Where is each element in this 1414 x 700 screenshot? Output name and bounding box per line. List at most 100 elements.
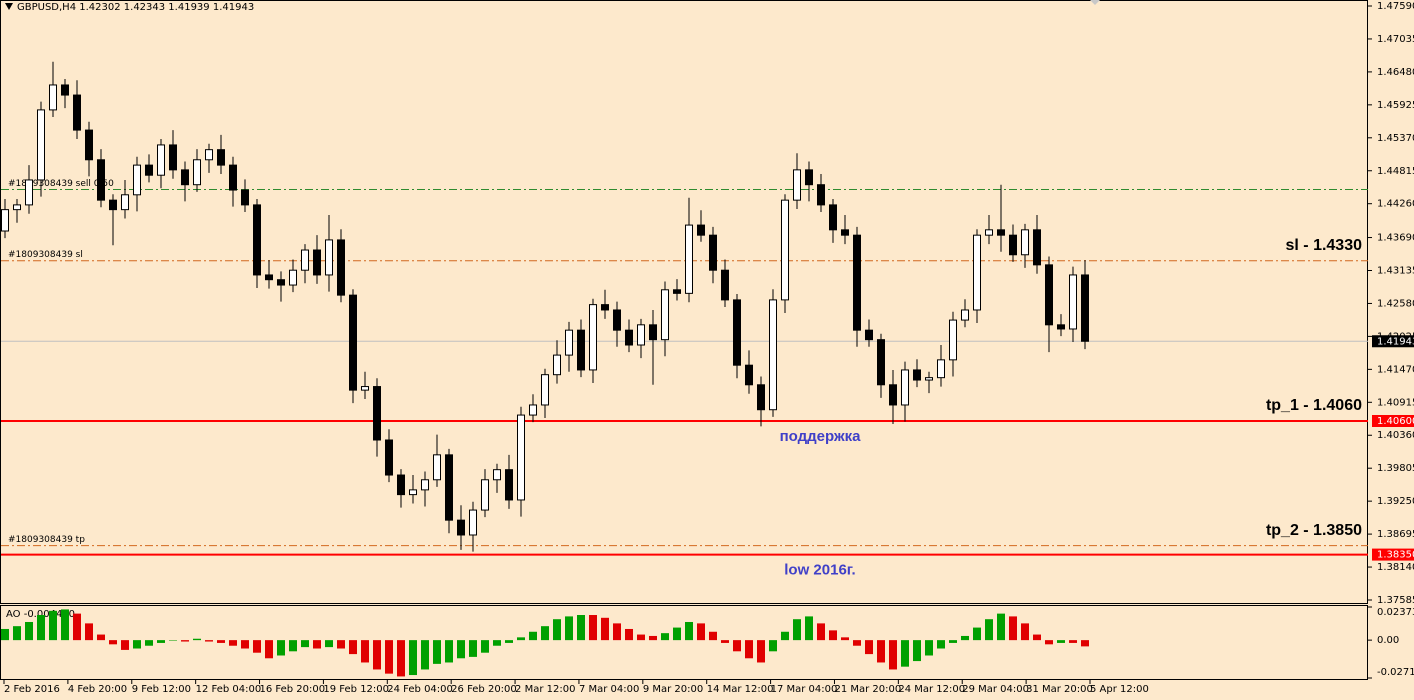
ao-bar [229,640,237,646]
ao-bar [169,640,177,641]
ao-bar [769,640,777,652]
candle-body [913,369,921,381]
y-tick-label: 1.40915 [1377,397,1414,408]
candle-body [601,304,609,311]
candle-body [229,164,237,191]
ao-bar [1,628,9,641]
candle-body [685,224,693,294]
candle-body [949,319,957,361]
candle-body [493,469,501,481]
ao-bar [1069,640,1077,643]
candle-body [973,234,981,311]
ao-bar [565,616,573,641]
y-tick-label: 1.42580 [1377,298,1414,309]
ao-bar [577,615,585,641]
level-note: sl - 1.4330 [1286,237,1363,254]
y-tick-label: 1.40360 [1377,430,1414,441]
candle-body [613,309,621,331]
ao-bar [217,640,225,643]
level-note: tp_2 - 1.3850 [1266,522,1362,539]
y-tick-label: 1.39805 [1377,463,1414,474]
x-tick-label: 12 Feb 04:00 [196,684,262,695]
ao-bar [1045,640,1053,645]
ao-bar [265,640,273,659]
ao-bar [457,640,465,659]
price-box [1372,548,1414,561]
candle-body [529,404,537,416]
candle-body [445,454,453,521]
ao-bar [805,616,813,641]
ao-frame [0,605,1368,680]
ao-bar [85,623,93,641]
candle-body [781,199,789,301]
candle-body [181,169,189,186]
candle-body [877,339,885,386]
ao-bar [661,633,669,641]
x-tick-label: 9 Feb 12:00 [132,684,191,695]
candle-body [49,84,57,111]
candle-body [145,164,153,176]
candle-body [709,234,717,271]
candle-body [517,414,525,501]
candle-body [469,509,477,536]
candle-body [1069,274,1077,330]
ao-bar [601,617,609,641]
candle-body [553,354,561,376]
ao-bar [289,640,297,652]
candle-body [481,479,489,511]
ao-bar [841,637,849,641]
x-tick-label: 2 Mar 12:00 [515,684,575,695]
ao-bar [25,621,33,641]
ao-bar [49,610,57,641]
ao-bar [649,635,657,641]
ao-bar [469,640,477,657]
candle-body [97,159,105,201]
candle-body [805,169,813,186]
ao-bar [421,640,429,670]
y-tick-label: -0.027121 [1377,667,1414,678]
ao-bar [793,619,801,641]
ao-bar [241,640,249,649]
y-tick-label: 1.47590 [1377,1,1414,12]
ao-bar [697,623,705,641]
candle-body [541,374,549,406]
ao-bar [637,634,645,641]
candle-body [745,364,753,386]
ao-bar [613,623,621,641]
candle-body [73,94,81,131]
ao-bar [541,626,549,641]
candle-body [265,274,273,281]
ao-bar [121,640,129,650]
ao-bar [913,640,921,662]
candle-body [757,384,765,411]
candle-body [589,304,597,371]
candle-body [937,359,945,379]
chart-title: GBPUSD,H4 1.42302 1.42343 1.41939 1.4194… [17,2,254,13]
ao-bar [385,640,393,674]
ao-bar [517,637,525,641]
y-tick-label: 1.45925 [1377,100,1414,111]
ao-bar [337,640,345,649]
candle-body [985,229,993,236]
ao-bar [325,640,333,648]
price-box [1372,335,1414,348]
ao-title: AO -0.004470 [6,609,75,620]
candle-body [577,329,585,371]
x-tick-label: 24 Feb 04:00 [387,684,453,695]
ao-bar [1021,623,1029,641]
candle-body [769,299,777,411]
ao-bar [733,640,741,652]
x-tick-label: 14 Mar 12:00 [707,684,774,695]
ao-bar [853,640,861,646]
ao-bar [97,634,105,641]
candle-body [301,249,309,271]
ao-bar [817,623,825,641]
y-tick-label: 0.023737 [1377,607,1414,618]
candle-body [961,309,969,321]
ao-bar [13,626,21,641]
ao-bar [781,631,789,641]
candle-body [853,234,861,331]
